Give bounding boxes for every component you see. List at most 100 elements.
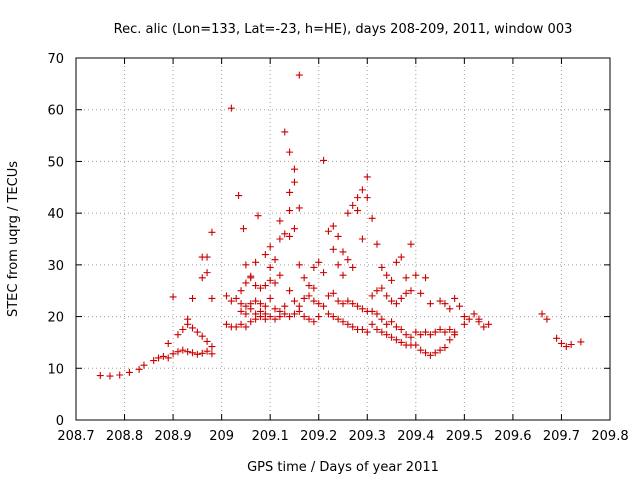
data-point bbox=[174, 348, 182, 356]
data-point bbox=[198, 349, 206, 357]
data-point bbox=[383, 292, 391, 300]
data-point bbox=[422, 328, 430, 336]
data-point bbox=[334, 232, 342, 240]
data-point bbox=[237, 300, 245, 308]
x-tick-label: 209.7 bbox=[543, 429, 580, 444]
data-point bbox=[198, 332, 206, 340]
data-point bbox=[451, 328, 459, 336]
data-point bbox=[475, 315, 483, 323]
data-point bbox=[232, 323, 240, 331]
data-point bbox=[446, 336, 454, 344]
data-point bbox=[378, 263, 386, 271]
data-point bbox=[562, 343, 570, 351]
data-point bbox=[363, 173, 371, 181]
data-point bbox=[239, 225, 247, 233]
data-point bbox=[261, 251, 269, 259]
axis-ticks bbox=[75, 57, 611, 421]
data-point bbox=[407, 333, 415, 341]
data-point bbox=[189, 324, 197, 332]
data-point bbox=[125, 368, 133, 376]
data-point bbox=[392, 323, 400, 331]
data-point bbox=[431, 328, 439, 336]
data-point bbox=[465, 315, 473, 323]
data-point bbox=[310, 284, 318, 292]
data-point bbox=[426, 331, 434, 339]
x-tick-label: 209.4 bbox=[397, 429, 434, 444]
x-tick-label: 208.9 bbox=[154, 429, 191, 444]
data-point bbox=[286, 148, 294, 156]
data-point bbox=[237, 287, 245, 295]
data-point bbox=[300, 294, 308, 302]
data-point bbox=[422, 349, 430, 357]
data-point bbox=[368, 214, 376, 222]
data-point bbox=[286, 232, 294, 240]
data-point bbox=[407, 287, 415, 295]
data-point bbox=[222, 292, 230, 300]
data-point bbox=[349, 300, 357, 308]
data-point bbox=[378, 315, 386, 323]
data-point bbox=[227, 297, 235, 305]
data-point bbox=[106, 372, 114, 380]
data-point bbox=[252, 297, 260, 305]
data-point bbox=[271, 256, 279, 264]
data-point bbox=[460, 313, 468, 321]
data-point bbox=[300, 313, 308, 321]
data-point bbox=[254, 212, 262, 220]
data-point bbox=[261, 282, 269, 290]
data-point bbox=[451, 294, 459, 302]
data-point bbox=[242, 302, 250, 310]
data-point bbox=[198, 274, 206, 282]
data-point bbox=[271, 315, 279, 323]
data-point bbox=[344, 209, 352, 217]
data-point bbox=[237, 320, 245, 328]
data-point bbox=[363, 328, 371, 336]
data-point bbox=[315, 300, 323, 308]
y-tick-label: 10 bbox=[47, 362, 64, 377]
data-point bbox=[446, 305, 454, 313]
data-point bbox=[256, 307, 264, 315]
data-point bbox=[184, 348, 192, 356]
data-point bbox=[397, 253, 405, 261]
data-point bbox=[354, 302, 362, 310]
x-axis-label: GPS time / Days of year 2011 bbox=[247, 460, 439, 475]
data-point bbox=[261, 302, 269, 310]
x-tick-label: 209.8 bbox=[591, 429, 628, 444]
data-point bbox=[373, 287, 381, 295]
data-point bbox=[116, 371, 124, 379]
data-point bbox=[538, 310, 546, 318]
data-point bbox=[242, 261, 250, 269]
data-point bbox=[349, 263, 357, 271]
data-point bbox=[203, 253, 211, 261]
data-point bbox=[397, 338, 405, 346]
data-point bbox=[373, 326, 381, 333]
data-point bbox=[553, 334, 561, 342]
y-tick-label: 0 bbox=[56, 414, 64, 429]
data-point bbox=[281, 128, 289, 136]
x-tick-label: 208.7 bbox=[57, 429, 94, 444]
data-point bbox=[281, 230, 289, 238]
data-point bbox=[388, 297, 396, 305]
x-tick-label: 208.8 bbox=[106, 429, 143, 444]
data-point bbox=[426, 351, 434, 359]
data-point bbox=[256, 300, 264, 308]
data-point bbox=[329, 289, 337, 297]
data-point bbox=[320, 302, 328, 310]
data-point bbox=[266, 313, 274, 321]
data-point bbox=[436, 346, 444, 354]
data-point bbox=[242, 279, 250, 287]
data-point bbox=[305, 315, 313, 323]
data-point bbox=[227, 104, 235, 112]
data-point bbox=[247, 305, 255, 313]
data-points bbox=[96, 71, 585, 380]
data-point bbox=[286, 287, 294, 295]
data-point bbox=[140, 361, 148, 369]
data-point bbox=[383, 271, 391, 279]
data-point bbox=[256, 284, 264, 292]
data-point bbox=[286, 313, 294, 321]
x-axis-tick-labels: 208.7 208.8 208.9 209 209.1 209.2 209.3 209.4 20… bbox=[57, 429, 628, 444]
y-tick-label: 40 bbox=[47, 207, 64, 222]
data-point bbox=[159, 352, 167, 360]
data-point bbox=[431, 349, 439, 357]
data-point bbox=[286, 188, 294, 196]
data-point bbox=[349, 323, 357, 331]
